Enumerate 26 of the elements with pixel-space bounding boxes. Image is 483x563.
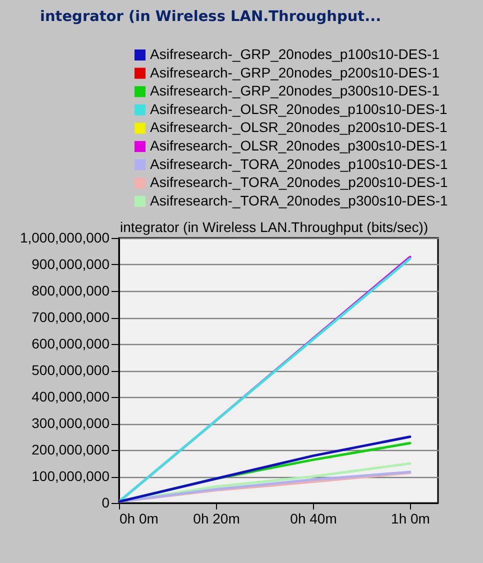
y-tick-label: 0 [102, 494, 110, 510]
legend-label: Asifresearch-_TORA_20nodes_p300s10-DES-1 [150, 192, 448, 208]
legend-label: Asifresearch-_TORA_20nodes_p200s10-DES-1 [150, 174, 448, 190]
y-tick-label: 700,000,000 [32, 309, 110, 325]
legend-label: Asifresearch-_OLSR_20nodes_p200s10-DES-1 [150, 119, 448, 136]
y-tick-label: 600,000,000 [32, 336, 110, 352]
y-tick-label: 200,000,000 [32, 442, 110, 458]
x-tick-label: 1h 0m [391, 510, 430, 526]
y-tick-label: 400,000,000 [32, 388, 110, 404]
legend-label: Asifresearch-_GRP_20nodes_p100s10-DES-1 [150, 46, 440, 62]
x-tick-label: 0h 0m [120, 510, 158, 526]
chart-subtitle: integrator (in Wireless LAN.Throughput (bits/sec)) [120, 219, 428, 235]
y-tick-label: 500,000,000 [32, 362, 110, 378]
y-tick-label: 100,000,000 [32, 468, 110, 484]
y-tick-label: 800,000,000 [32, 282, 110, 298]
x-tick-label: 0h 40m [290, 510, 337, 526]
y-tick-label: 900,000,000 [32, 256, 110, 272]
x-tick-label: 0h 20m [193, 510, 240, 526]
legend-label: Asifresearch-_OLSR_20nodes_p100s10-DES-1 [150, 100, 448, 117]
chart-title: integrator (in Wireless LAN.Throughput... [40, 9, 382, 25]
y-tick-label: 1,000,000,000 [20, 230, 110, 246]
legend-label: Asifresearch-_GRP_20nodes_p300s10-DES-1 [150, 82, 440, 99]
y-tick-label: 300,000,000 [32, 415, 110, 431]
legend-label: Asifresearch-_TORA_20nodes_p100s10-DES-1 [150, 156, 448, 172]
legend-label: Asifresearch-_GRP_20nodes_p200s10-DES-1 [150, 64, 440, 80]
legend-label: Asifresearch-_OLSR_20nodes_p300s10-DES-1 [150, 138, 448, 154]
